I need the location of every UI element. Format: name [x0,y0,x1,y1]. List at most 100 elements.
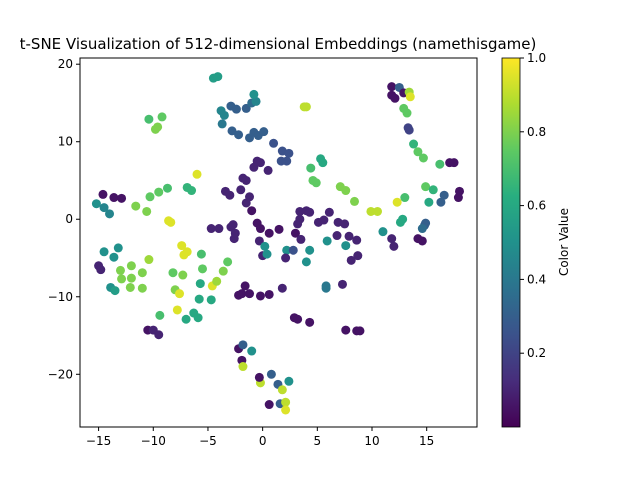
scatter-point [255,224,265,234]
colorbar [501,57,521,428]
scatter-point [241,103,251,113]
scatter-point [439,190,449,200]
scatter-point [137,268,147,278]
scatter-point [131,201,141,211]
scatter-point [217,119,227,129]
scatter-point [284,148,294,158]
scatter-point [125,282,135,292]
scatter-point [115,265,125,275]
colorbar-tick-label: 0.2 [527,346,546,360]
scatter-point [392,197,402,207]
scatter-point [197,264,207,274]
scatter-point [341,241,351,251]
scatter-point [193,313,203,323]
scatter-point [154,330,164,340]
plot-frame [79,57,478,428]
scatter-point [389,241,399,251]
scatter-point [225,190,235,200]
scatter-point [387,82,397,92]
scatter-point [453,193,463,203]
scatter-point [154,187,164,197]
colorbar-tick-label: 0.6 [527,199,546,213]
scatter-point [301,257,311,267]
scatter-point [223,257,233,267]
scatter-point [346,255,356,265]
scatter-point [417,224,427,234]
scatter-point [214,224,224,234]
scatter-point [251,96,261,106]
scatter-point [109,252,119,262]
scatter-points [91,72,465,415]
scatter-point [269,138,279,148]
scatter-point [99,247,109,257]
scatter-point [418,153,428,163]
x-tick-label: −10 [141,434,166,448]
scatter-point [245,289,255,299]
scatter-point [274,224,284,234]
colorbar-tick-label: 1.0 [527,51,546,65]
x-tick-label: −15 [86,434,111,448]
scatter-point [296,234,306,244]
scatter-point [166,217,176,227]
scatter-point [277,283,287,293]
scatter-point [218,266,228,276]
x-tick-label: −5 [199,434,217,448]
scatter-point [344,231,354,241]
scatter-point [402,108,412,118]
scatter-point [260,241,270,251]
scatter-point [212,276,222,286]
scatter-point [182,247,192,257]
scatter-point [436,197,446,207]
scatter-point [192,169,202,179]
y-tick-label: −20 [48,367,73,381]
scatter-point [421,182,431,192]
scatter-point [196,249,206,259]
scatter-point [234,290,244,300]
scatter-point [332,231,342,241]
scatter-point [290,228,300,238]
scatter-point [238,362,248,372]
scatter-point [213,72,223,82]
scatter-point [340,219,350,229]
scatter-point [277,385,287,395]
scatter-point [255,291,265,301]
scatter-point [249,89,259,99]
scatter-point [405,92,415,102]
scatter-point [153,122,163,132]
scatter-point [366,206,376,216]
scatter-point [259,127,269,137]
scatter-point [387,234,397,244]
scatter-point [390,93,400,103]
scatter-point [177,241,187,251]
y-tick-label: 10 [58,135,73,149]
scatter-point [372,206,382,216]
x-tick-label: 15 [419,434,434,448]
x-tick-label: 5 [314,434,322,448]
scatter-point [264,289,274,299]
chart-title: t-SNE Visualization of 512-dimensional E… [20,35,537,53]
scatter-point [144,114,154,124]
scatter-point [305,245,315,255]
scatter-point [175,289,185,299]
scatter-point [231,104,241,114]
scatter-point [324,207,334,217]
scatter-point [109,193,119,203]
scatter-point [96,265,106,275]
scatter-point [293,314,303,324]
scatter-point [281,405,291,415]
y-tick-label: 20 [58,57,73,71]
scatter-point [162,183,172,193]
scatter-point [157,112,167,122]
colorbar-tick-label: 0.8 [527,125,546,139]
y-axis-ticks: −20 −10 0 10 20 [48,57,80,381]
scatter-point [255,158,265,168]
scatter-point [404,125,414,135]
scatter-point [230,228,240,238]
scatter-point [424,197,434,207]
scatter-point [98,189,108,199]
scatter-point [137,283,147,293]
scatter-point [378,227,388,237]
scatter-point [281,397,291,407]
scatter-point [245,192,255,202]
scatter-point [400,193,410,203]
